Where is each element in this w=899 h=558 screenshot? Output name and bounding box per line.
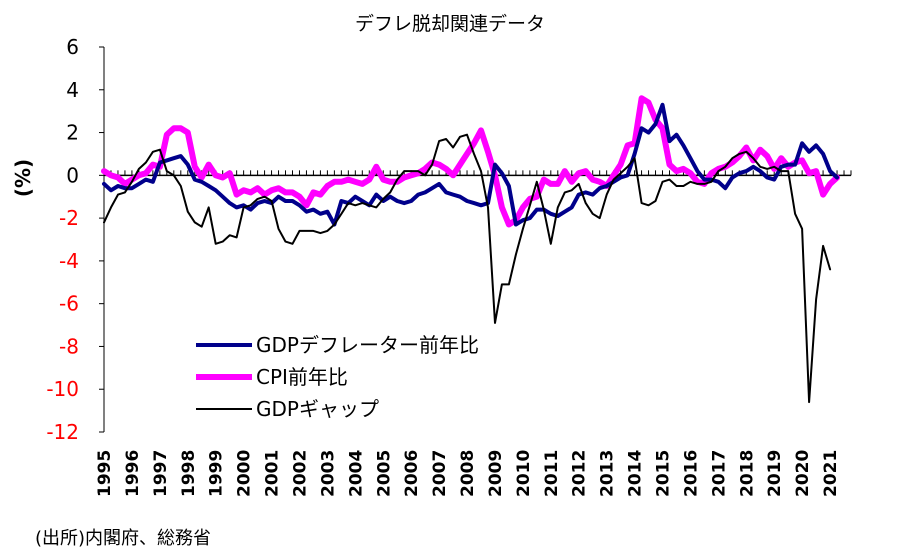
x-tick-label: 2011 — [542, 450, 562, 497]
y-ticks: 6 4 2 0 -2 -4 -6 -8 -10 -12 — [46, 35, 104, 444]
x-tick-label: 2009 — [486, 450, 506, 497]
x-tick-label: 1996 — [123, 450, 143, 497]
x-tick-label: 1995 — [95, 450, 115, 497]
y-tick-label: -6 — [59, 292, 79, 316]
x-tick-label: 2013 — [598, 450, 618, 497]
x-tick-label: 2002 — [290, 450, 310, 497]
x-tick-label: 2012 — [570, 450, 590, 497]
x-tick-label: 2019 — [765, 450, 785, 497]
y-tick-label: 6 — [66, 35, 79, 59]
y-tick-label: 2 — [66, 121, 79, 145]
legend-label-cpi: CPI前年比 — [256, 365, 348, 389]
y-tick-label: -8 — [59, 334, 79, 358]
x-tick-label: 2001 — [263, 450, 283, 497]
y-tick-label: -4 — [59, 249, 79, 273]
series-layer — [101, 95, 840, 404]
y-tick-label: -2 — [59, 206, 79, 230]
x-tick-label: 2007 — [430, 450, 450, 497]
x-tick-label: 2008 — [458, 450, 478, 497]
y-tick-label: 0 — [66, 163, 79, 187]
x-ticks: 1995 1996 1997 1998 1999 2000 2001 2002 2003 2004… — [95, 170, 852, 497]
x-tick-label: 2017 — [709, 450, 729, 497]
series-gdp-gap — [103, 133, 832, 404]
legend: GDPデフレーター前年比 CPI前年比 GDPギャップ — [196, 333, 479, 421]
x-tick-label: 1997 — [151, 450, 171, 497]
x-tick-label: 2015 — [654, 450, 674, 497]
legend-label-gdp-gap: GDPギャップ — [256, 397, 379, 421]
x-tick-label: 2016 — [681, 450, 701, 497]
x-tick-label: 2010 — [514, 450, 534, 497]
source-note: (出所)内閣府、総務省 — [35, 528, 211, 549]
series-cpi — [101, 95, 840, 228]
x-tick-label: 2004 — [346, 450, 366, 497]
y-tick-label: 4 — [66, 78, 79, 102]
chart-title: デフレ脱却関連データ — [355, 13, 545, 35]
series-gdp-deflator — [102, 102, 839, 227]
x-tick-label: 2021 — [821, 450, 841, 497]
x-tick-label: 2018 — [737, 450, 757, 497]
x-tick-label: 2003 — [318, 450, 338, 497]
y-tick-label: -12 — [46, 420, 79, 444]
x-tick-label: 2000 — [235, 450, 255, 497]
x-tick-label: 1999 — [207, 450, 227, 497]
x-tick-label: 2020 — [793, 450, 813, 497]
legend-label-gdp-deflator: GDPデフレーター前年比 — [256, 333, 479, 357]
y-tick-label: -10 — [46, 377, 79, 401]
plot-area: 6 4 2 0 -2 -4 -6 -8 -10 -12 1995 1996 1997 1998 1999 2… — [46, 35, 852, 497]
y-axis-label: (%) — [11, 159, 35, 197]
x-tick-label: 2005 — [374, 450, 394, 497]
x-tick-label: 2006 — [402, 450, 422, 497]
x-tick-label: 2014 — [626, 450, 646, 497]
x-tick-label: 1998 — [179, 450, 199, 497]
